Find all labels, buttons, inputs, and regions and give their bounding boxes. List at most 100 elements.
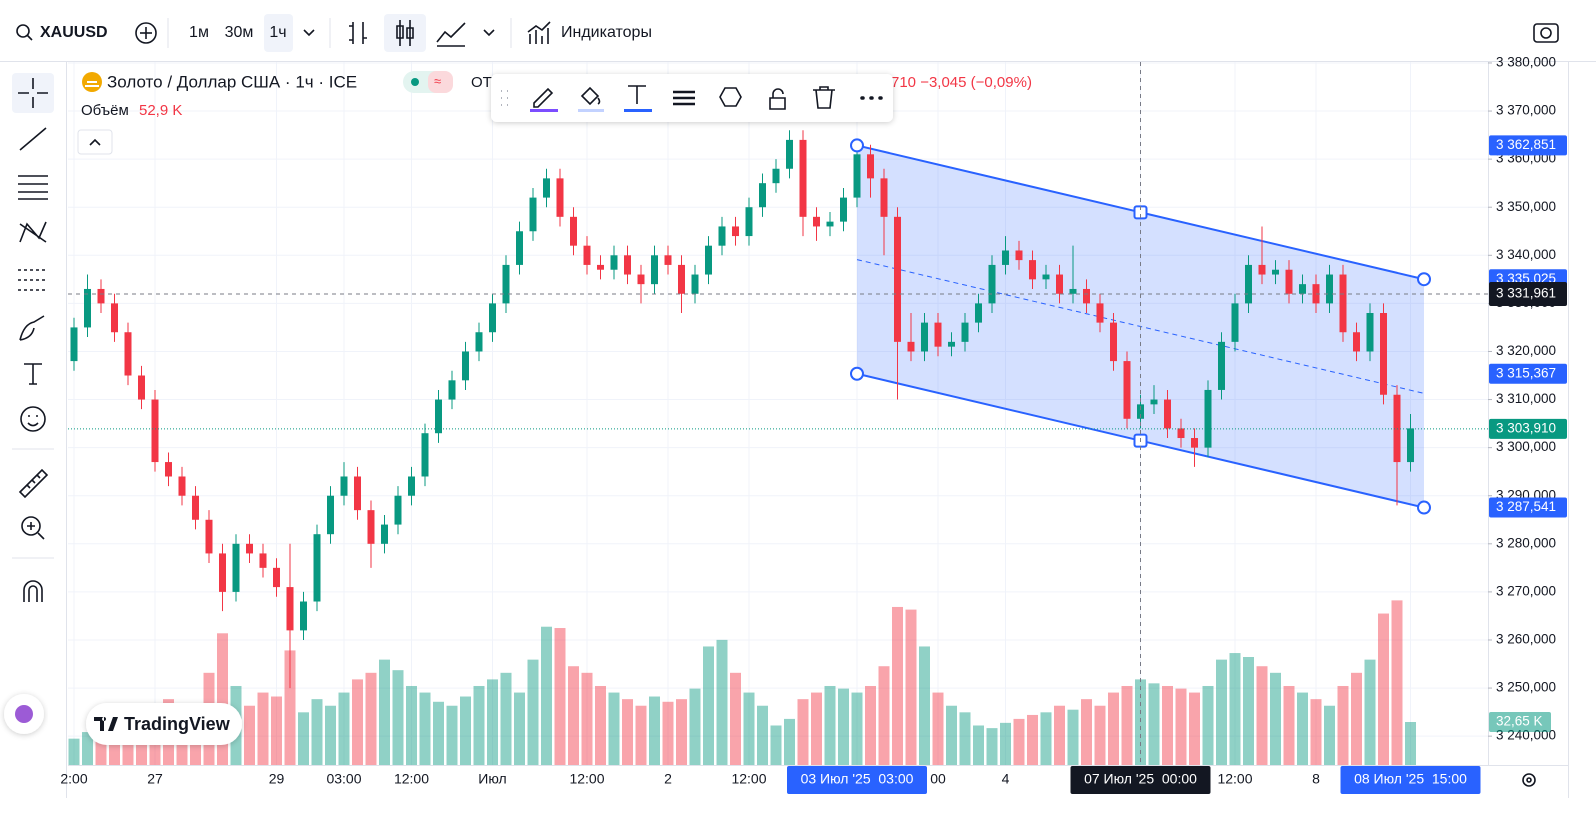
crosshair-tool[interactable] (18, 78, 48, 108)
candle-body (1353, 332, 1360, 352)
candle-style[interactable] (396, 20, 414, 46)
logo-text: TradingView (124, 714, 231, 734)
candle-body (624, 255, 631, 275)
volume-bar (244, 705, 255, 765)
candle-body (273, 567, 280, 588)
volume-bar (82, 732, 93, 765)
candle-body (421, 433, 429, 477)
candle-body (678, 264, 685, 294)
volume-bar (1351, 672, 1362, 765)
trendline-tool[interactable] (19, 127, 47, 151)
candle-body (1042, 274, 1050, 280)
volume-bar (365, 672, 377, 765)
candle-body (1056, 274, 1063, 294)
volume-bar (446, 705, 458, 765)
volume-bar (919, 646, 930, 765)
candle-body (813, 216, 820, 227)
screenshot[interactable] (1533, 23, 1559, 43)
y-tick-label: 3 380,000 (1496, 55, 1556, 70)
text-tool[interactable] (24, 363, 42, 385)
volume-bar (1216, 659, 1227, 765)
x-highlight-bg (1070, 766, 1211, 794)
line-color[interactable] (530, 87, 558, 112)
collapse-legend[interactable] (77, 129, 113, 155)
search-button[interactable]: XAUUSD (16, 24, 108, 41)
symbol[interactable]: XAUUSD (40, 24, 108, 41)
candle-body (529, 197, 537, 232)
area-style[interactable] (436, 22, 466, 47)
candle-body (313, 534, 321, 602)
candle-body (556, 178, 564, 217)
ruler-tool[interactable] (18, 468, 49, 499)
volume-bar (622, 699, 633, 765)
candle-body (691, 274, 699, 294)
x-tick-label: 8 (1312, 771, 1320, 787)
y-tick-label: 3 350,000 (1496, 199, 1556, 214)
candle-body (138, 375, 145, 400)
indicators-icon[interactable] (527, 21, 551, 44)
volume-bar (1027, 714, 1038, 765)
x-tick-label: 29 (269, 771, 285, 787)
x-tick-label: 12:00 (1217, 771, 1252, 787)
volume-bar (1378, 613, 1389, 765)
delete[interactable] (813, 86, 835, 109)
candle-body (516, 231, 523, 265)
interval[interactable]: 1ч (269, 24, 286, 41)
candle-body (786, 139, 793, 169)
candle-body (178, 476, 186, 496)
interval[interactable]: 1м (189, 24, 209, 41)
candle-body (826, 221, 834, 227)
volume-bar (1148, 683, 1160, 765)
text-color[interactable] (624, 85, 652, 112)
candle-body (367, 510, 375, 544)
pattern-tool[interactable] (19, 221, 47, 243)
channel-price-label-bg (1489, 497, 1567, 518)
delay-icon: ≈ (434, 73, 441, 88)
candle-body (1258, 264, 1266, 275)
candle-body (799, 139, 807, 217)
magnet-tool[interactable] (23, 580, 43, 602)
volume-bar (460, 696, 471, 765)
candle-body (772, 168, 780, 184)
zoom-tool[interactable] (21, 516, 45, 540)
candle-body (475, 332, 483, 352)
interval-menu[interactable] (303, 29, 315, 37)
fib-tool[interactable] (18, 175, 48, 200)
forecast-tool[interactable] (18, 269, 46, 291)
candle-body (259, 553, 267, 568)
crosshair-price-label: 3 331,961 (1496, 286, 1556, 301)
volume-label-bg (1489, 711, 1551, 732)
fill-color[interactable] (578, 86, 604, 112)
candle-body (448, 380, 456, 400)
candle-body (1123, 361, 1131, 419)
candle-body (1366, 313, 1374, 352)
volume-bar (1000, 722, 1011, 765)
candle-body (327, 495, 334, 535)
candle-body (286, 587, 294, 631)
candle-body (853, 154, 861, 198)
candle-body (1002, 250, 1009, 265)
add-symbol[interactable] (135, 22, 157, 44)
volume-bar (797, 699, 809, 765)
volume-bar (784, 718, 795, 765)
brush-tool[interactable] (19, 315, 45, 341)
drag-handle[interactable] (501, 90, 508, 106)
x-tick-label: 12:00 (394, 771, 429, 787)
style-menu[interactable] (483, 29, 495, 37)
candle-body (97, 288, 105, 304)
candle-body (111, 303, 118, 333)
volume-bar (1108, 692, 1119, 765)
object-tree[interactable] (719, 87, 742, 107)
candle-body (1326, 274, 1333, 304)
icon-tool[interactable] (20, 406, 46, 432)
candle-body (1110, 322, 1117, 362)
interval[interactable]: 30м (225, 24, 254, 41)
settings[interactable] (1522, 773, 1536, 787)
volume-bar (1337, 685, 1349, 765)
candle-body (408, 476, 415, 496)
bars-style[interactable] (349, 22, 367, 44)
indicators[interactable]: Индикаторы (561, 24, 652, 41)
volume-bar (311, 699, 323, 765)
line-width[interactable] (673, 90, 695, 106)
lock[interactable] (769, 88, 786, 110)
